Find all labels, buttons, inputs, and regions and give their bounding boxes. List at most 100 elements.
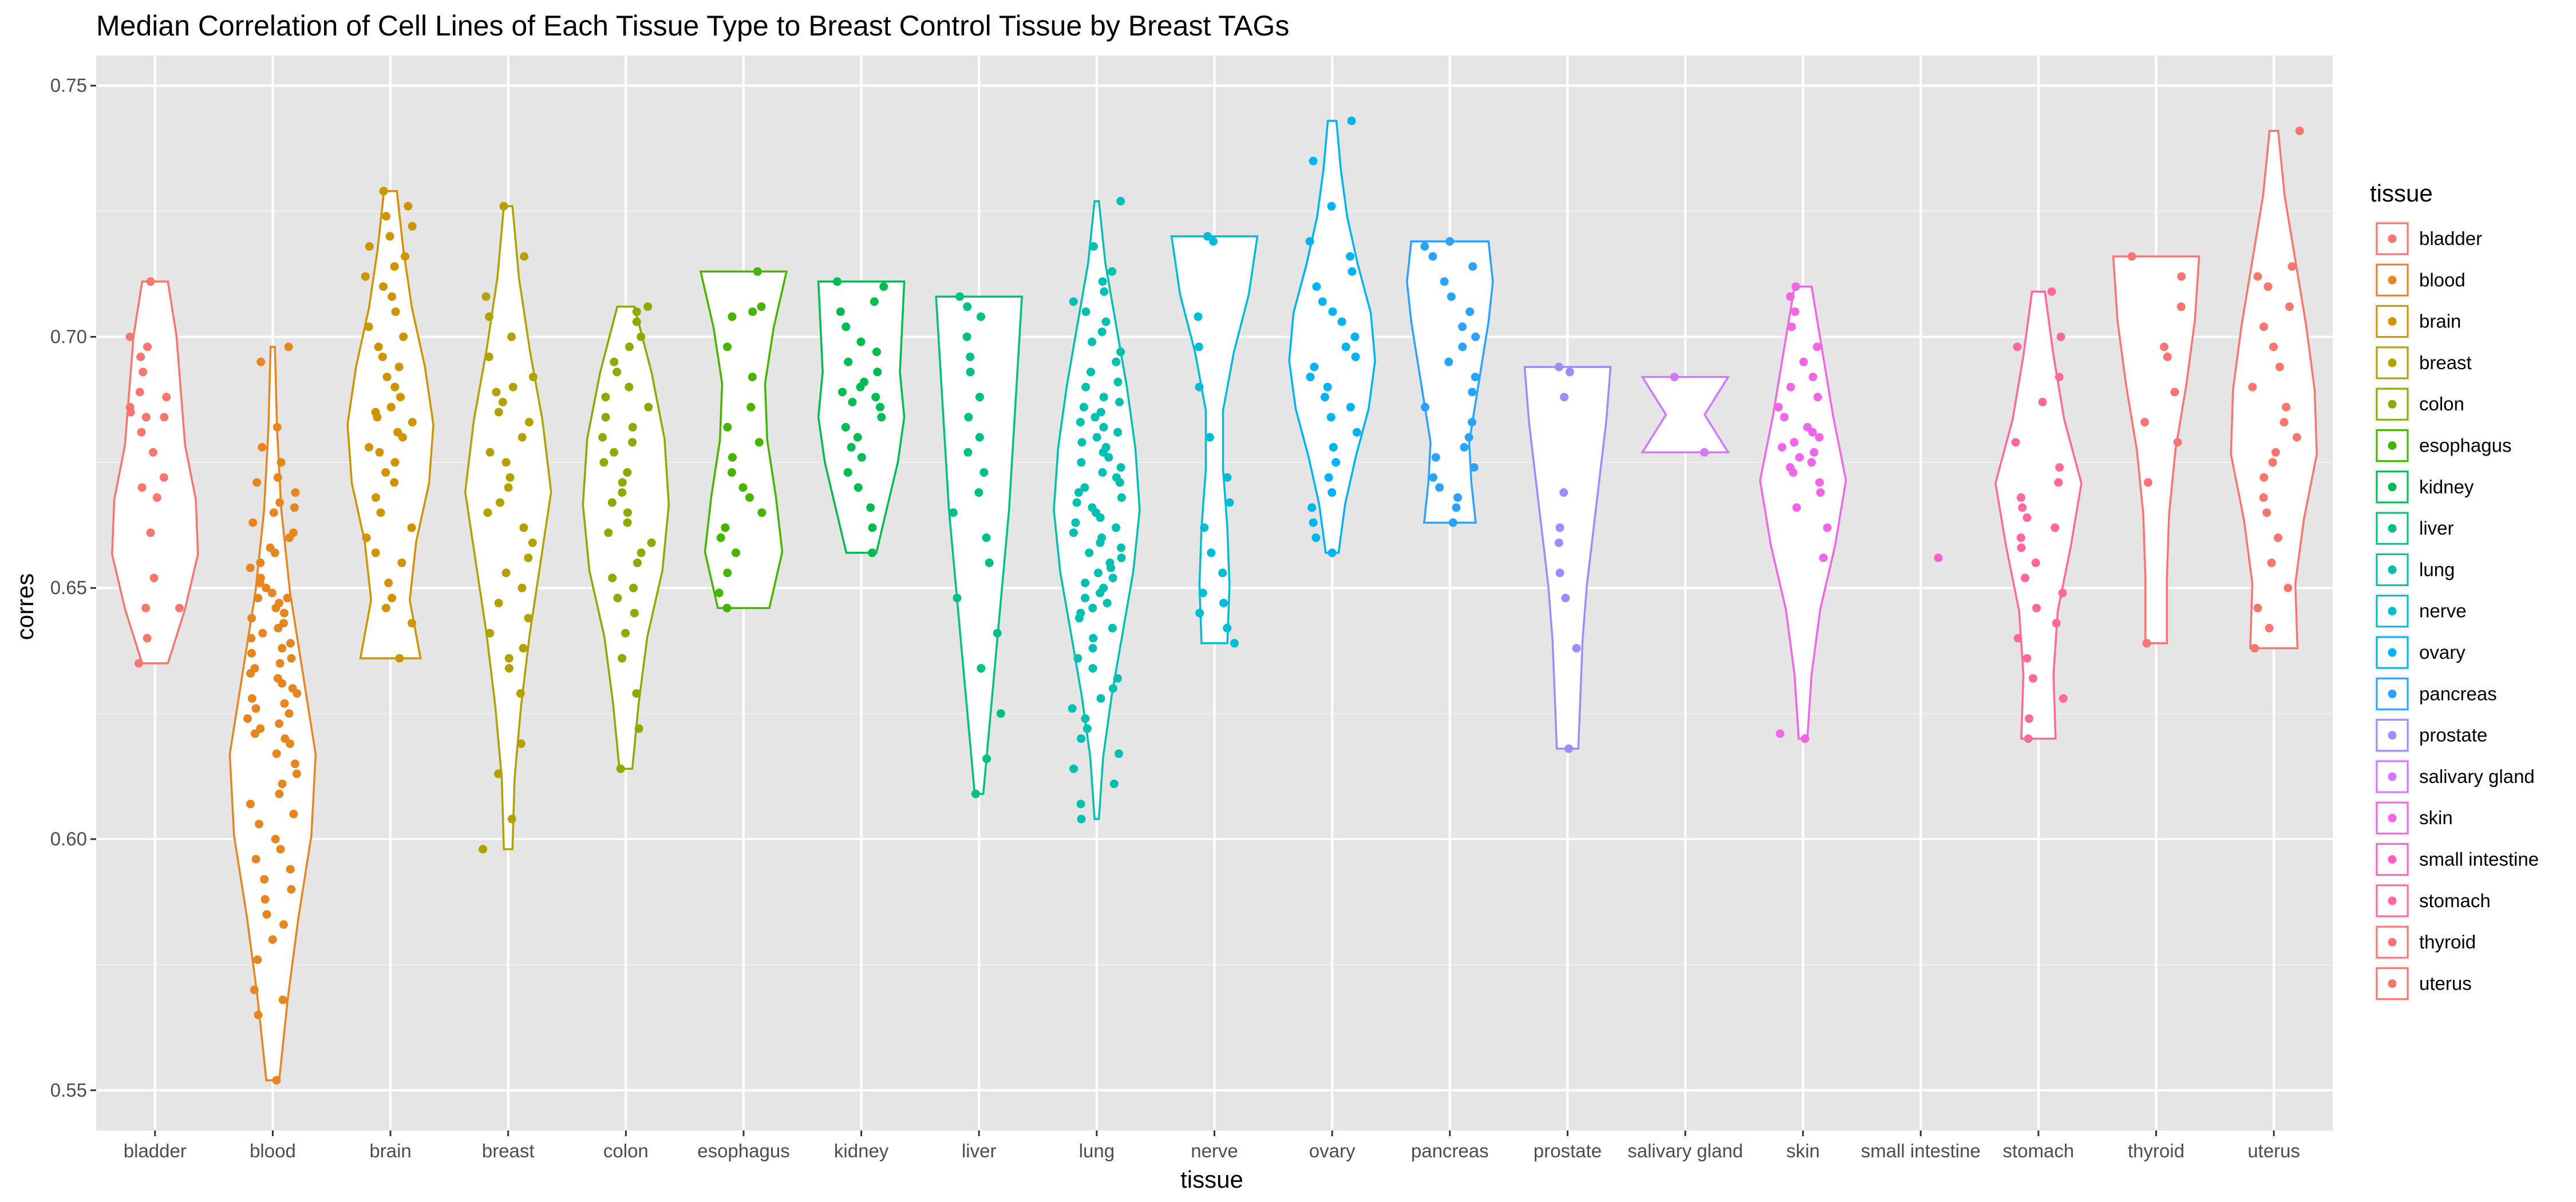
data-point — [647, 538, 656, 547]
data-point — [753, 267, 762, 276]
data-point — [2259, 473, 2269, 482]
data-point — [979, 468, 989, 477]
data-point — [633, 558, 642, 567]
data-point — [2142, 639, 2151, 648]
data-point — [250, 985, 259, 994]
data-point — [2173, 438, 2182, 447]
data-point — [135, 388, 144, 397]
data-point — [1555, 568, 1564, 578]
data-point — [628, 438, 637, 447]
data-point — [1109, 780, 1119, 788]
data-point — [247, 634, 256, 643]
data-point — [1074, 614, 1084, 623]
data-point — [977, 664, 986, 673]
data-point — [870, 297, 879, 306]
data-point — [404, 201, 413, 211]
data-point — [599, 458, 609, 467]
data-point — [1934, 553, 1943, 563]
data-point — [604, 528, 613, 537]
data-point — [2279, 418, 2289, 427]
data-point — [396, 393, 405, 402]
data-point — [524, 553, 533, 563]
data-point — [519, 644, 528, 653]
data-point — [1100, 287, 1109, 296]
data-point — [1108, 684, 1117, 693]
data-point — [1195, 608, 1204, 618]
data-point — [285, 533, 294, 542]
data-point — [293, 689, 302, 698]
data-point — [1082, 724, 1092, 733]
data-point — [2250, 644, 2259, 653]
data-point — [2029, 674, 2037, 683]
data-point — [1448, 518, 1457, 527]
data-point — [637, 332, 646, 341]
data-point — [716, 533, 725, 542]
data-point — [754, 438, 764, 447]
data-point — [246, 800, 255, 809]
legend-key-point — [2388, 317, 2397, 326]
data-point — [2054, 478, 2063, 487]
data-point — [2032, 603, 2041, 612]
data-point — [2177, 272, 2186, 281]
data-point — [1115, 478, 1124, 487]
data-point — [1225, 498, 1234, 507]
data-point — [1440, 277, 1449, 286]
data-point — [251, 855, 260, 864]
data-point — [1795, 453, 1804, 462]
data-point — [856, 382, 865, 392]
legend-key-point — [2388, 689, 2397, 698]
data-point — [1670, 373, 1679, 382]
data-point — [291, 759, 299, 768]
data-point — [643, 302, 653, 311]
data-point — [262, 910, 271, 919]
data-point — [982, 754, 991, 764]
data-point — [149, 448, 157, 457]
data-point — [408, 222, 417, 231]
data-point — [1813, 393, 1822, 402]
data-point — [1218, 568, 1227, 578]
data-point — [2268, 458, 2277, 467]
data-point — [258, 628, 267, 638]
data-point — [738, 483, 748, 492]
data-point — [507, 814, 516, 824]
x-tick-label: blood — [250, 1140, 296, 1161]
violin-stomach — [1994, 290, 2083, 740]
data-point — [1428, 252, 1437, 261]
data-point — [246, 563, 255, 572]
data-point — [1337, 317, 1346, 326]
data-point — [365, 443, 374, 452]
data-point — [1194, 312, 1203, 321]
data-point — [494, 599, 503, 608]
data-point — [2140, 418, 2150, 427]
data-point — [276, 845, 285, 854]
data-point — [2025, 714, 2033, 723]
data-point — [1230, 639, 1239, 648]
data-point — [1819, 553, 1828, 563]
data-point — [362, 533, 371, 542]
data-point — [1081, 594, 1089, 603]
data-point — [1468, 418, 1476, 427]
data-point — [373, 413, 382, 422]
data-point — [494, 408, 503, 417]
data-point — [289, 809, 298, 819]
data-point — [1431, 453, 1440, 462]
data-point — [610, 448, 619, 457]
data-point — [361, 272, 370, 281]
data-point — [975, 433, 984, 442]
violin-kidney — [817, 280, 906, 554]
data-point — [949, 508, 958, 517]
data-point — [408, 619, 416, 628]
data-point — [847, 443, 856, 452]
data-point — [1464, 433, 1473, 442]
legend-key-point — [2388, 896, 2397, 906]
data-point — [371, 548, 380, 557]
data-point — [528, 373, 538, 382]
data-point — [727, 468, 736, 477]
data-point — [376, 508, 385, 517]
data-point — [504, 483, 513, 492]
x-tick-label: lung — [1079, 1140, 1115, 1161]
data-point — [1812, 342, 1822, 351]
data-point — [397, 558, 406, 567]
data-point — [996, 709, 1005, 718]
data-point — [1117, 543, 1125, 552]
